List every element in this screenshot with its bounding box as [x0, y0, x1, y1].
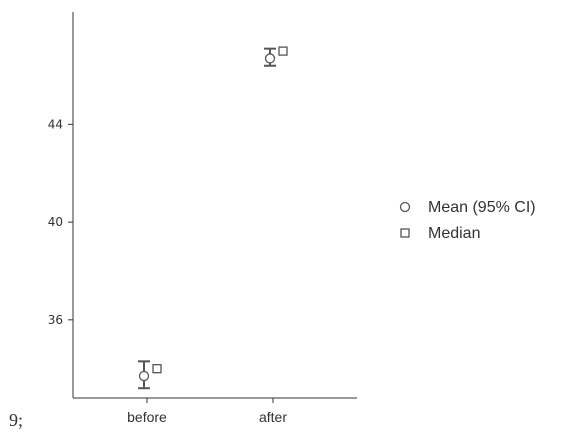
- y-tick-label: 44: [48, 117, 63, 131]
- median-point: [278, 46, 288, 56]
- median-point: [152, 364, 162, 374]
- figure-prefix: 9;: [9, 410, 24, 430]
- x-tick-label: before: [127, 409, 167, 425]
- y-tick-label: 36: [48, 313, 63, 327]
- x-categories: before after: [127, 398, 287, 425]
- y-tick-label: 40: [48, 215, 63, 229]
- mean-point: [138, 370, 150, 382]
- mean-point: [264, 53, 276, 64]
- y-ticks: 36 40 44: [48, 117, 73, 327]
- legend-key-mean: [399, 201, 411, 213]
- legend-label-median: Median: [428, 225, 480, 242]
- axes: [72, 12, 357, 399]
- x-tick-label: after: [259, 409, 287, 425]
- legend-label-mean: Mean (95% CI): [428, 199, 536, 216]
- legend-key-median: [400, 228, 410, 238]
- legend: Mean (95% CI) Median: [399, 199, 536, 242]
- data-marks: [138, 46, 288, 390]
